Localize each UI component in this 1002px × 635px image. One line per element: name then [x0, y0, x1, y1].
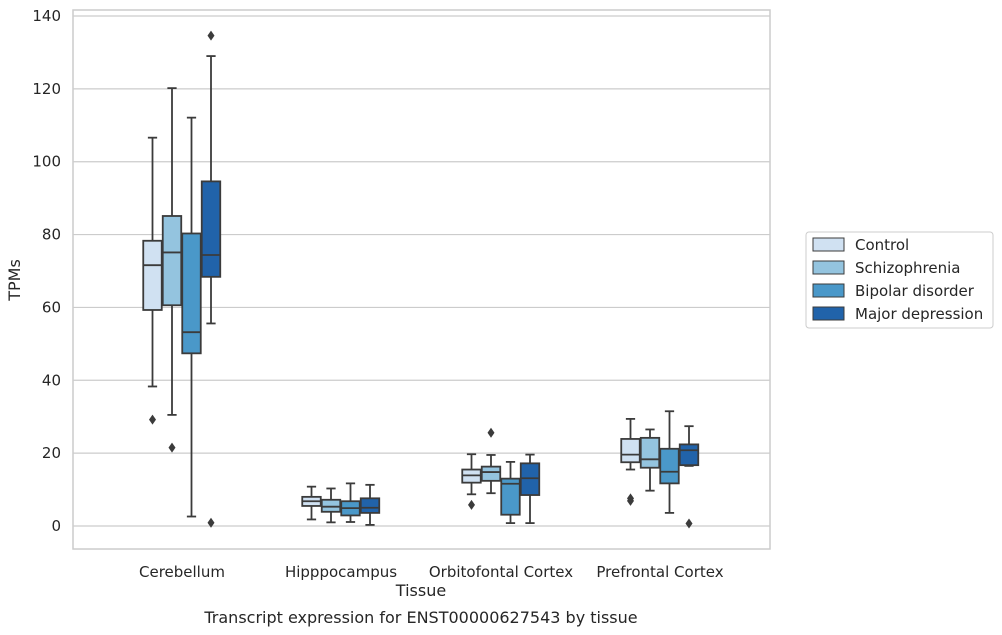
- y-tick-100: 100: [32, 153, 61, 171]
- x-tick-prefrontal-cortex: Prefrontal Cortex: [596, 563, 723, 581]
- box-schizophrenia-1: [320, 487, 342, 524]
- box-bipolar-disorder-3: [659, 410, 680, 514]
- x-tick-labels: Cerebellum Hipppocampus Orbitofontal Corte…: [139, 563, 724, 581]
- box-schizophrenia-3: [639, 428, 661, 492]
- box-control-0: [142, 136, 163, 425]
- legend-label-bipolar-disorder: Bipolar disorder: [855, 282, 975, 300]
- y-tick-120: 120: [32, 80, 61, 98]
- legend: Control Schizophrenia Bipolar disorder Majo…: [805, 231, 994, 329]
- x-tick-hipppocampus: Hipppocampus: [285, 563, 397, 581]
- box-iqr: [480, 465, 502, 482]
- box-bipolar-disorder-1: [340, 482, 361, 523]
- y-tick-40: 40: [42, 371, 61, 389]
- outlier-0: [149, 414, 156, 425]
- legend-frame: [805, 231, 994, 329]
- y-axis-label: TPMs: [5, 259, 24, 302]
- box-control-2: [461, 453, 482, 510]
- box-schizophrenia-2: [480, 427, 502, 495]
- box-iqr: [200, 180, 222, 278]
- box-bipolar-disorder-2: [500, 460, 521, 524]
- box-bipolar-disorder-0: [181, 116, 202, 518]
- box-iqr: [359, 497, 381, 514]
- legend-swatch-bipolar-disorder: [812, 283, 845, 298]
- box-major-depression-0: [200, 30, 222, 528]
- box-major-depression-1: [359, 483, 381, 526]
- y-tick-0: 0: [51, 517, 61, 535]
- box-control-1: [301, 485, 322, 521]
- box-iqr: [639, 436, 661, 469]
- legend-swatch-schizophrenia: [812, 260, 845, 275]
- box-iqr: [500, 477, 521, 516]
- box-major-depression-3: [678, 425, 700, 529]
- outlier-0: [168, 442, 176, 453]
- box-control-3: [620, 417, 641, 506]
- legend-label-control: Control: [855, 236, 909, 254]
- y-tick-20: 20: [42, 444, 61, 462]
- chart-caption: Transcript expression for ENST0000062754…: [203, 608, 637, 627]
- outlier-0: [685, 518, 693, 529]
- box-iqr: [678, 443, 700, 467]
- y-tick-140: 140: [32, 7, 61, 25]
- box-schizophrenia-0: [161, 87, 183, 453]
- outlier-0: [468, 499, 475, 510]
- box-iqr: [161, 215, 183, 307]
- box-iqr: [620, 438, 641, 464]
- box-iqr: [320, 498, 342, 513]
- outlier-0: [487, 427, 495, 438]
- y-tick-labels: 0 20 40 60 80 100 120 140: [32, 7, 61, 535]
- legend-label-major-depression: Major depression: [855, 305, 983, 323]
- box-iqr: [181, 232, 202, 355]
- legend-swatch-control: [812, 237, 845, 252]
- plot-frame: [72, 9, 771, 550]
- outlier-1: [207, 30, 215, 41]
- outlier-1: [627, 493, 634, 504]
- x-tick-cerebellum: Cerebellum: [139, 563, 225, 581]
- legend-label-schizophrenia: Schizophrenia: [855, 259, 960, 277]
- box-iqr: [142, 239, 163, 311]
- boxes: [142, 30, 700, 529]
- legend-swatch-major-depression: [812, 306, 845, 321]
- box-major-depression-2: [519, 453, 541, 524]
- outlier-0: [207, 517, 215, 528]
- y-tick-60: 60: [42, 298, 61, 316]
- x-tick-orbitofontal-cortex: Orbitofontal Cortex: [429, 563, 573, 581]
- box-iqr: [519, 462, 541, 496]
- y-tick-80: 80: [42, 226, 61, 244]
- box-iqr: [659, 447, 680, 485]
- x-axis-label: Tissue: [395, 581, 446, 600]
